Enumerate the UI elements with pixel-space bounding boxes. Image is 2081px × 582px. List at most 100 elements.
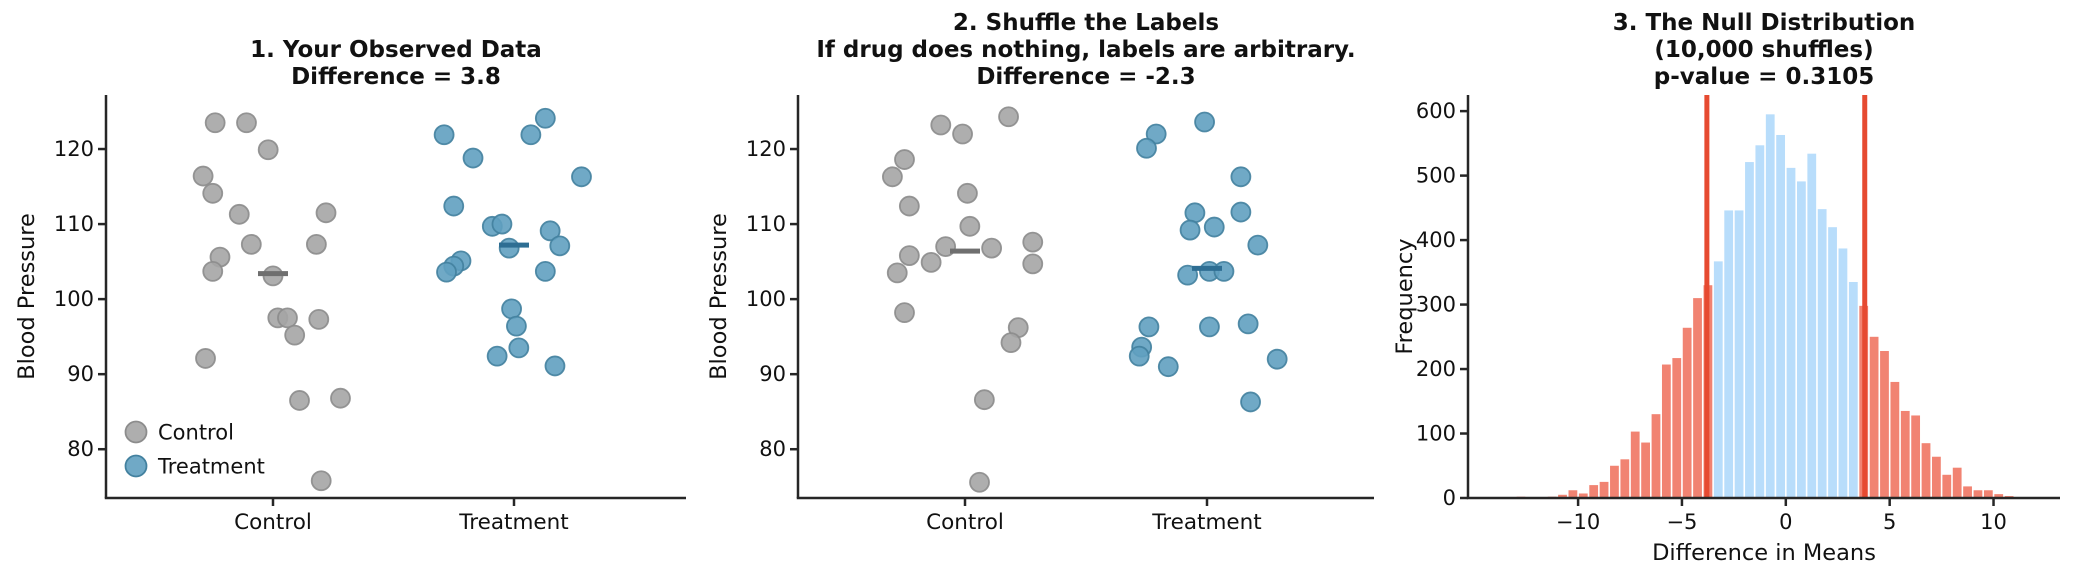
x-axis-label: Difference in Means <box>1652 540 1876 566</box>
hist-bar-extreme <box>1661 364 1671 498</box>
y-tick-label: 300 <box>1416 293 1456 317</box>
hist-bar-extreme <box>1672 358 1682 498</box>
y-tick-label: 90 <box>759 362 786 386</box>
scatter-point-treatment <box>1213 260 1235 282</box>
hist-bar-extreme <box>1890 381 1900 498</box>
y-tick-label: 100 <box>746 287 786 311</box>
hist-bar-null <box>1786 167 1796 498</box>
scatter-point-treatment <box>1194 111 1215 133</box>
y-tick-label: 500 <box>1416 164 1456 188</box>
series-treatment <box>1128 111 1288 413</box>
histogram-bars <box>1516 114 2014 499</box>
scatter-point-treatment <box>1179 219 1201 241</box>
scatter-point-treatment <box>1138 316 1160 338</box>
hist-bar-null <box>1807 153 1817 498</box>
scatter-point-treatment <box>1157 356 1179 378</box>
hist-bar-null <box>1828 227 1837 498</box>
hist-bar-null <box>1838 248 1848 498</box>
hist-bar-extreme <box>1610 465 1619 498</box>
hist-bar-extreme <box>1994 494 2004 498</box>
panel-title-line: p-value = 0.3105 <box>1654 64 1874 90</box>
scatter-point-treatment <box>1184 202 1206 224</box>
scatter-point-control <box>969 471 990 493</box>
x-tick-label: 10 <box>1980 510 2007 534</box>
mean-line-treatment <box>499 242 529 248</box>
y-tick-label: 100 <box>54 287 94 311</box>
scatter-point-control <box>308 308 330 330</box>
scatter-point-treatment <box>1203 216 1225 238</box>
scatter-point-control <box>277 307 298 329</box>
scatter-point-control <box>930 114 952 136</box>
hist-bar-extreme <box>1599 481 1609 498</box>
scatter-point-control <box>959 215 981 237</box>
mean-line-control <box>258 271 288 277</box>
scatter-point-control <box>284 324 306 346</box>
scatter-point-control <box>1000 332 1022 354</box>
mean-line-control <box>950 248 980 254</box>
scatter-point-treatment <box>549 235 571 257</box>
panel-title-line: Difference = -2.3 <box>976 64 1195 90</box>
scatter-point-control <box>305 233 327 255</box>
hist-bar-extreme <box>1578 493 1588 498</box>
hist-bar-extreme <box>1641 442 1650 498</box>
y-tick-label: 120 <box>54 137 94 161</box>
hist-bar-extreme <box>1921 443 1931 498</box>
y-tick-label: 110 <box>746 212 786 236</box>
category-tick-label: Treatment <box>1151 510 1261 535</box>
scatter-point-control <box>882 166 903 188</box>
scatter-point-treatment <box>1230 166 1252 188</box>
scatter-point-treatment <box>534 260 556 282</box>
hist-bar-null <box>1776 134 1786 498</box>
hist-bar-extreme <box>1942 474 1952 498</box>
legend-marker-control <box>124 420 148 444</box>
scatter-point-treatment <box>1240 391 1261 413</box>
scatter-point-treatment <box>534 107 556 129</box>
scatter-point-treatment <box>571 166 592 188</box>
scatter-point-control <box>952 123 973 145</box>
x-tick-label: −10 <box>1556 510 1600 534</box>
hist-bar-null <box>1713 261 1723 498</box>
observed-difference-cutoff-line <box>1704 95 1710 498</box>
scatter-point-treatment <box>443 195 465 217</box>
hist-bar-extreme <box>1620 459 1630 498</box>
scatter-point-control <box>228 203 250 225</box>
scatter-point-control <box>236 112 257 134</box>
scatter-point-control <box>981 237 1003 259</box>
panel-null-distribution: 0 100 200 300 400 500 600 −10 −5 0 5 10 Frequency Dif… <box>1392 10 2060 566</box>
scatter-point-treatment <box>1145 123 1167 145</box>
hist-bar-null <box>1734 210 1744 499</box>
category-tick-label: Control <box>926 510 1004 535</box>
scatter-point-treatment <box>491 213 513 235</box>
y-tick-label: 0 <box>1443 486 1456 510</box>
scatter-point-treatment <box>508 337 530 359</box>
hist-bar-null <box>1755 145 1765 498</box>
hist-bar-extreme <box>1682 327 1692 498</box>
y-axis-label: Blood Pressure <box>14 213 40 380</box>
scatter-point-treatment <box>1237 313 1259 335</box>
hist-bar-extreme <box>1558 494 1567 498</box>
panel-title-line: 2. Shuffle the Labels <box>953 10 1219 36</box>
hist-bar-null <box>1765 114 1775 499</box>
scatter-point-treatment <box>462 147 484 169</box>
scatter-point-control <box>315 202 337 224</box>
scatter-point-treatment <box>433 124 455 146</box>
hist-bar-null <box>1724 210 1734 499</box>
scatter-point-control <box>898 195 920 217</box>
hist-bar-extreme <box>1693 298 1702 498</box>
panel-title-line: (10,000 shuffles) <box>1654 37 1873 63</box>
hist-bar-null <box>1745 162 1754 498</box>
hist-bar-extreme <box>1932 456 1941 498</box>
y-tick-label: 200 <box>1416 357 1456 381</box>
scatter-point-treatment <box>1247 234 1269 256</box>
panel-title-line: 3. The Null Distribution <box>1613 10 1916 36</box>
legend-label: Control <box>158 421 234 445</box>
scatter-point-treatment <box>544 355 566 377</box>
panel-title-line: Difference = 3.8 <box>291 64 501 90</box>
scatter-point-control <box>202 182 224 204</box>
x-tick-label: 5 <box>1883 510 1896 534</box>
category-tick-label: Control <box>234 510 312 535</box>
hist-bar-extreme <box>1651 414 1661 498</box>
scatter-point-control <box>192 165 214 187</box>
hist-bar-extreme <box>1963 486 1972 498</box>
